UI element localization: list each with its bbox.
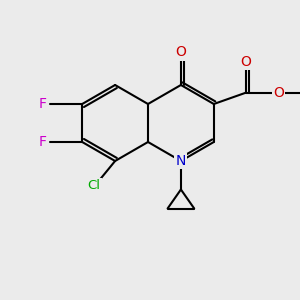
Text: O: O — [241, 55, 252, 69]
Text: F: F — [39, 135, 47, 149]
Text: F: F — [39, 97, 47, 111]
Text: N: N — [176, 154, 186, 168]
Text: O: O — [273, 85, 284, 100]
Text: O: O — [176, 45, 186, 59]
Text: Cl: Cl — [88, 179, 100, 192]
